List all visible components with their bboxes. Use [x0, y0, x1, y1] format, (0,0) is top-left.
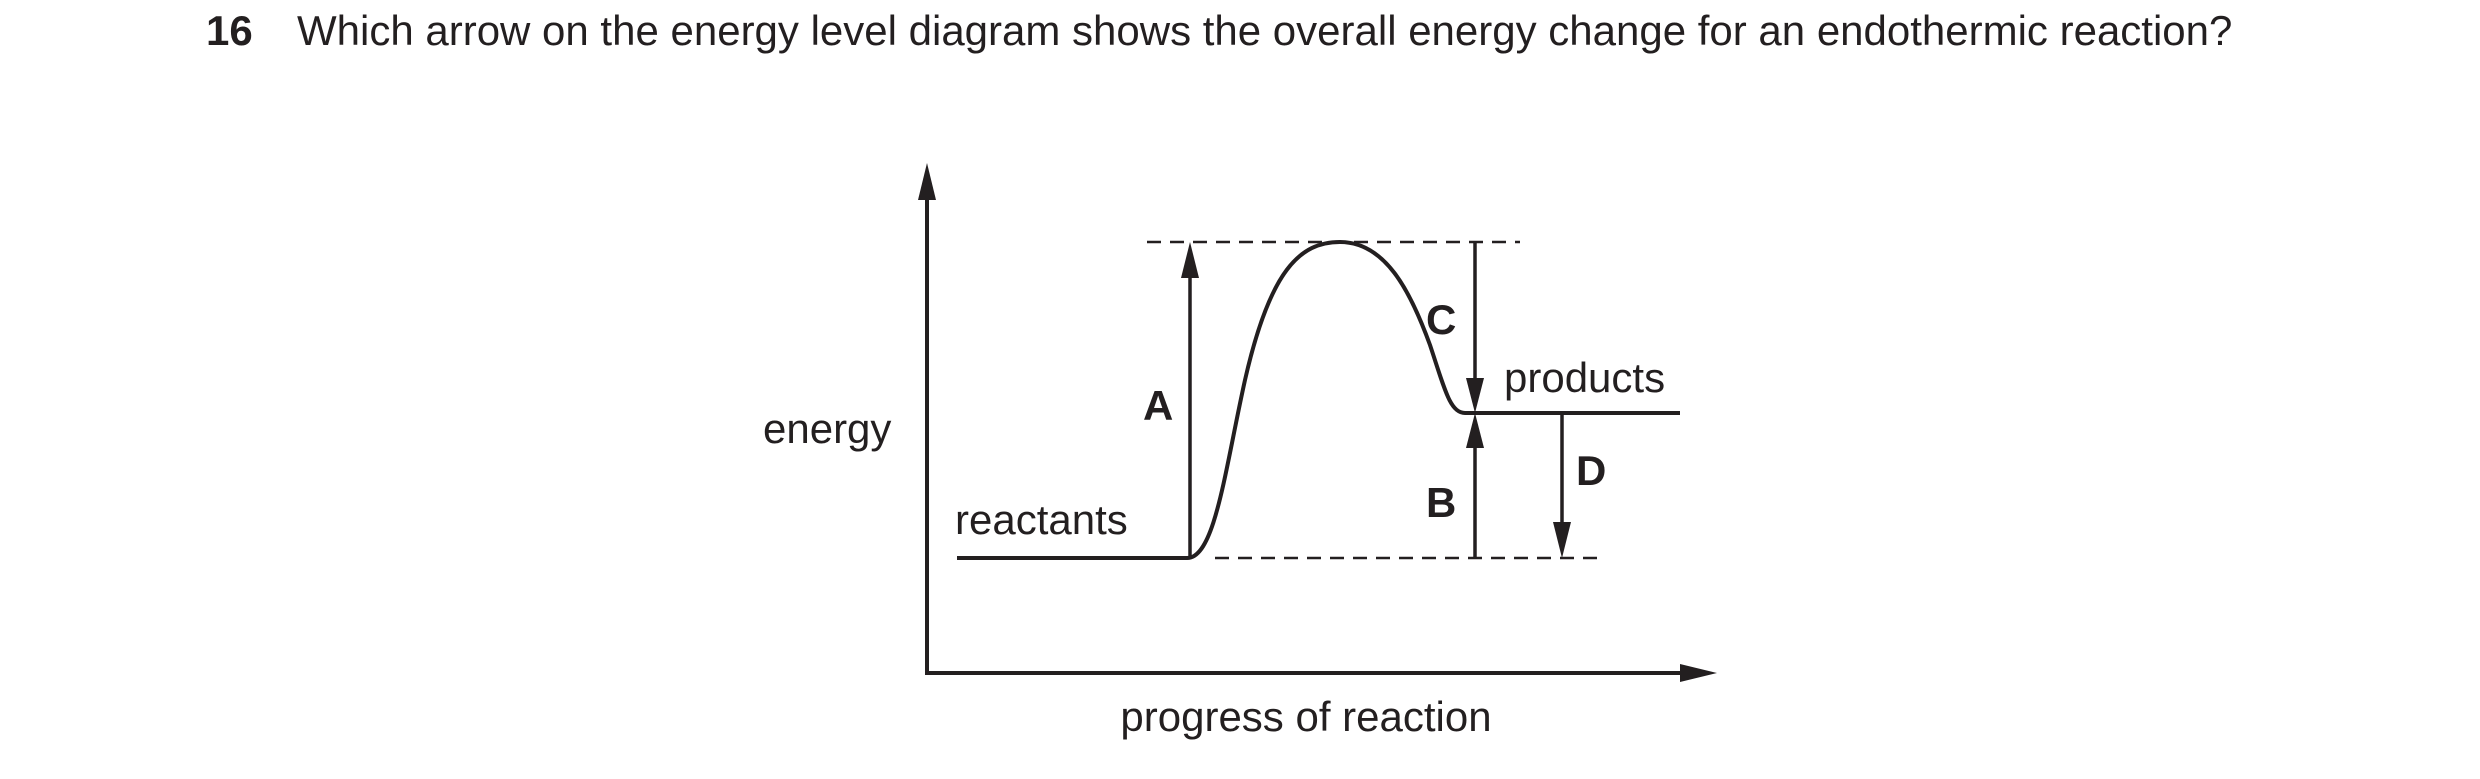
y-axis-arrowhead [918, 163, 936, 200]
arrow-a-label: A [1143, 382, 1173, 429]
arrow-c-head [1466, 378, 1484, 413]
arrow-c-label: C [1426, 296, 1456, 343]
y-axis-label: energy [763, 405, 891, 452]
arrow-b-head [1466, 413, 1484, 448]
arrow-a-head [1181, 242, 1199, 278]
arrow-b-label: B [1426, 479, 1456, 526]
reactants-label: reactants [955, 496, 1128, 543]
arrow-d-label: D [1576, 447, 1606, 494]
x-axis-label: progress of reaction [1120, 693, 1491, 740]
arrow-d-head [1553, 522, 1571, 558]
products-label: products [1504, 354, 1665, 401]
x-axis-arrowhead [1680, 664, 1717, 682]
